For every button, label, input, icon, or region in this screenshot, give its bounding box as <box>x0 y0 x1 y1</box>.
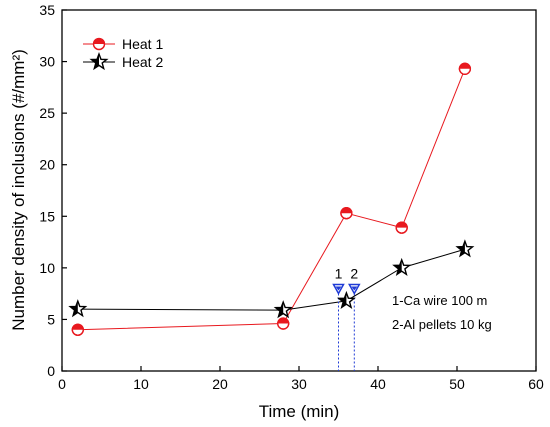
data-point-heat1 <box>458 62 472 75</box>
event-label: 2 <box>350 265 358 281</box>
y-tick-label: 15 <box>39 208 55 224</box>
x-tick-label: 60 <box>528 376 544 392</box>
data-point-heat1 <box>340 207 353 220</box>
y-tick-label: 30 <box>39 54 55 70</box>
series-markers <box>68 62 475 336</box>
legend-label-heat2: Heat 2 <box>122 54 163 70</box>
x-tick-label: 0 <box>58 376 66 392</box>
data-point-heat2 <box>336 290 356 309</box>
data-point-heat2 <box>273 300 293 319</box>
legend-symbol-heat2 <box>89 51 109 71</box>
y-tick-label: 25 <box>39 105 55 121</box>
x-tick-label: 10 <box>133 376 149 392</box>
event-triangle-fill <box>335 286 342 291</box>
y-tick-label: 10 <box>39 260 55 276</box>
axis-ticks: 0 10 20 30 40 50 60 0 5 10 15 20 25 30 35 <box>39 2 544 392</box>
y-tick-label: 35 <box>39 2 55 18</box>
legend-symbol-heat1 <box>92 37 106 51</box>
legend: Heat 1 Heat 2 <box>83 36 163 71</box>
data-point-heat2 <box>455 239 475 258</box>
data-point-heat2 <box>68 299 88 318</box>
x-tick-label: 30 <box>291 376 307 392</box>
y-tick-label: 0 <box>47 363 55 379</box>
data-point-heat1 <box>277 317 290 330</box>
data-point-heat2 <box>392 257 412 276</box>
data-point-heat1 <box>395 221 408 234</box>
y-tick-label: 20 <box>39 157 55 173</box>
x-tick-label: 40 <box>370 376 386 392</box>
y-axis-title: Number density of inclusions (#/mm²) <box>9 49 28 331</box>
legend-marker-heat2 <box>89 51 109 71</box>
series-lines <box>77 68 466 331</box>
y-tick-label: 5 <box>47 311 55 327</box>
x-tick-label: 20 <box>212 376 228 392</box>
legend-label-heat1: Heat 1 <box>122 36 163 52</box>
event-label: 1 <box>335 265 343 281</box>
annotation-ca-wire: 1-Ca wire 100 m <box>392 293 487 308</box>
x-tick-label: 50 <box>449 376 465 392</box>
event-triangle-fill <box>351 286 358 291</box>
annotation-al-pellets: 2-Al pellets 10 kg <box>392 317 492 332</box>
x-axis-title: Time (min) <box>259 402 340 421</box>
series-line-heat1 <box>77 68 466 331</box>
data-point-heat1 <box>71 323 84 336</box>
legend-marker-heat1 <box>92 37 106 51</box>
